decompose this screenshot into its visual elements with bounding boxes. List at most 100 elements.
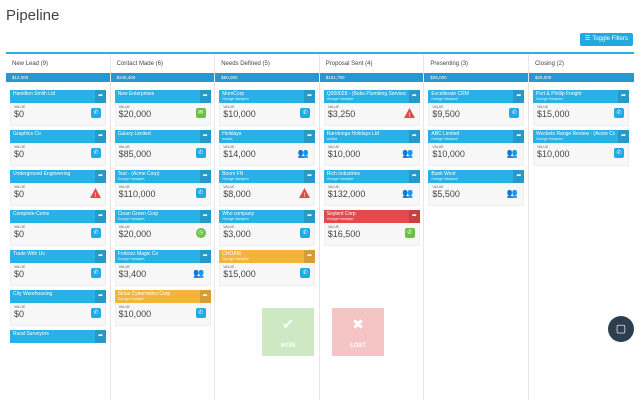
deal-card[interactable]: Sirius Cybernetics Corp George Hampton ➦ VA…: [114, 290, 211, 326]
share-arrow-icon[interactable]: ➦: [513, 90, 525, 103]
card-header[interactable]: Wockets Range Review - (Acme Corp) George…: [532, 130, 629, 143]
share-arrow-icon[interactable]: ➦: [95, 210, 106, 223]
phone-icon[interactable]: ✆: [195, 188, 206, 198]
card-header[interactable]: Q000028 - (Bobs Plumbing Services) George…: [323, 90, 420, 103]
share-arrow-icon[interactable]: ➦: [617, 130, 629, 143]
warning-icon[interactable]: !: [299, 188, 311, 199]
warning-icon[interactable]: !: [403, 108, 415, 119]
phone-icon[interactable]: ✆: [613, 108, 624, 118]
lost-drop-zone[interactable]: ✖ LOST: [332, 308, 384, 356]
share-arrow-icon[interactable]: ➦: [304, 90, 316, 103]
phone-icon[interactable]: ✆: [300, 228, 311, 238]
card-header[interactable]: Excellerate CRM George Hampton ➦: [428, 90, 525, 103]
phone-icon[interactable]: ✆: [91, 308, 101, 318]
deal-card[interactable]: Bank West George Hampton ➦ VALUE $5,500 👥: [428, 170, 525, 206]
card-header[interactable]: Rarotonga Holidays Ltd wodha ➦: [323, 130, 420, 143]
card-header[interactable]: Boom FN George Hampton ➦: [219, 170, 316, 183]
people-icon[interactable]: 👥: [297, 148, 309, 158]
phone-icon[interactable]: ✆: [509, 108, 520, 118]
share-arrow-icon[interactable]: ➦: [304, 130, 316, 143]
share-arrow-icon[interactable]: ➦: [95, 330, 106, 343]
card-header[interactable]: Rich Industries George Hampton ➦: [323, 170, 420, 183]
people-icon[interactable]: 👥: [506, 188, 518, 198]
phone-icon[interactable]: ✆: [613, 148, 624, 158]
share-arrow-icon[interactable]: ➦: [304, 170, 316, 183]
deal-card[interactable]: Clean Green Corp George Hampton ➦ VALUE $20,…: [114, 210, 211, 246]
deal-card[interactable]: Graphics Co ➦ VALUE $0 ✆: [10, 130, 106, 166]
deal-card[interactable]: City Warehousing ➦ VALUE $0 ✆: [10, 290, 106, 326]
deal-card[interactable]: Q000028 - (Bobs Plumbing Services) George…: [323, 90, 420, 126]
deal-card[interactable]: ABC Limited George Hampton ➦ VALUE $10,000 👥: [428, 130, 525, 166]
email-icon[interactable]: ✉: [195, 108, 206, 118]
card-header[interactable]: Clean Green Corp George Hampton ➦: [114, 210, 211, 223]
phone-icon[interactable]: ✆: [91, 108, 101, 118]
card-header[interactable]: Who company George Hampton ➦: [219, 210, 316, 223]
card-header[interactable]: City Warehousing ➦: [10, 290, 106, 303]
deal-card[interactable]: Trade With Us ➦ VALUE $0 ✆: [10, 250, 106, 286]
share-arrow-icon[interactable]: ➦: [199, 170, 211, 183]
card-header[interactable]: Holidays wodha ➦: [219, 130, 316, 143]
deal-card[interactable]: New Enterprises ➦ VALUE $20,000 ✉: [114, 90, 211, 126]
share-arrow-icon[interactable]: ➦: [95, 90, 106, 103]
share-arrow-icon[interactable]: ➦: [95, 290, 106, 303]
card-header[interactable]: New Enterprises ➦: [114, 90, 211, 103]
share-arrow-icon[interactable]: ➦: [199, 90, 211, 103]
deal-card[interactable]: Underground Engineering ➦ VALUE $0!: [10, 170, 106, 206]
people-icon[interactable]: 👥: [402, 148, 414, 158]
share-arrow-icon[interactable]: ➦: [95, 130, 106, 143]
won-drop-zone[interactable]: ✔ WON: [262, 308, 314, 356]
phone-icon[interactable]: ✆: [404, 228, 415, 238]
share-arrow-icon[interactable]: ➦: [199, 250, 211, 263]
people-icon[interactable]: 👥: [192, 268, 205, 278]
deal-card[interactable]: Boom FN George Hampton ➦ VALUE $8,000!: [219, 170, 316, 206]
card-header[interactable]: Hamilton Smith Ltd ➦: [10, 90, 106, 103]
share-arrow-icon[interactable]: ➦: [408, 90, 420, 103]
share-arrow-icon[interactable]: ➦: [304, 250, 316, 263]
card-header[interactable]: Port & Phillip Freight George Hampton ➦: [532, 90, 629, 103]
chat-widget-button[interactable]: ▢: [608, 316, 634, 342]
share-arrow-icon[interactable]: ➦: [408, 170, 420, 183]
toggle-filters-button[interactable]: ☰ Toggle Filters: [579, 33, 633, 46]
card-header[interactable]: Soylent Corp George Hampton ➦: [323, 210, 420, 223]
phone-icon[interactable]: ✆: [91, 228, 101, 238]
card-header[interactable]: MomCorp George Hampton ➦: [219, 90, 316, 103]
deal-card[interactable]: Rarotonga Holidays Ltd wodha ➦ VALUE $10,000…: [323, 130, 420, 166]
deal-card[interactable]: Rich Industries George Hampton ➦ VALUE $132,…: [323, 170, 420, 206]
card-header[interactable]: Underground Engineering ➦: [10, 170, 106, 183]
share-arrow-icon[interactable]: ➦: [408, 130, 420, 143]
phone-icon[interactable]: ✆: [300, 108, 311, 118]
card-header[interactable]: Trade With Us ➦: [10, 250, 106, 263]
deal-card[interactable]: Excellerate CRM George Hampton ➦ VALUE $9,50…: [428, 90, 525, 126]
card-header[interactable]: Sirius Cybernetics Corp George Hampton ➦: [114, 290, 211, 303]
deal-card[interactable]: Who company George Hampton ➦ VALUE $3,000 ✆: [219, 210, 316, 246]
card-header[interactable]: Graphics Co ➦: [10, 130, 106, 143]
card-header[interactable]: ABC Limited George Hampton ➦: [428, 130, 525, 143]
card-header[interactable]: CHOAM George Hampton ➦: [219, 250, 316, 263]
deal-card[interactable]: Wockets Range Review - (Acme Corp) George…: [532, 130, 629, 166]
card-header[interactable]: Galaxy Limited ➦: [114, 130, 211, 143]
share-arrow-icon[interactable]: ➦: [95, 250, 106, 263]
phone-icon[interactable]: ✆: [91, 148, 101, 158]
clock-icon[interactable]: ◷: [195, 228, 206, 238]
deal-card[interactable]: MomCorp George Hampton ➦ VALUE $10,000 ✆: [219, 90, 316, 126]
deal-card[interactable]: Frobozz Magic Co George Hampton ➦ VALUE $3,4…: [114, 250, 211, 286]
share-arrow-icon[interactable]: ➦: [199, 130, 211, 143]
phone-icon[interactable]: ✆: [195, 148, 206, 158]
people-icon[interactable]: 👥: [402, 188, 414, 198]
phone-icon[interactable]: ✆: [300, 268, 311, 278]
deal-card[interactable]: Galaxy Limited ➦ VALUE $85,000 ✆: [114, 130, 211, 166]
deal-card[interactable]: Soylent Corp George Hampton ➦ VALUE $16,500 ✆: [323, 210, 420, 246]
share-arrow-icon[interactable]: ➦: [95, 170, 106, 183]
deal-card[interactable]: Holidays wodha ➦ VALUE $14,000 👥: [219, 130, 316, 166]
share-arrow-icon[interactable]: ➦: [199, 210, 211, 223]
card-header[interactable]: Test - (Acme Corp) George Hampton ➦: [114, 170, 211, 183]
deal-card[interactable]: CHOAM George Hampton ➦ VALUE $15,000 ✆: [219, 250, 316, 286]
deal-card[interactable]: Complete-Coms ➦ VALUE $0 ✆: [10, 210, 106, 246]
people-icon[interactable]: 👥: [506, 148, 518, 158]
card-header[interactable]: Bank West George Hampton ➦: [428, 170, 525, 183]
deal-card[interactable]: Port & Phillip Freight George Hampton ➦ VAL…: [532, 90, 629, 126]
share-arrow-icon[interactable]: ➦: [408, 210, 420, 223]
share-arrow-icon[interactable]: ➦: [513, 130, 525, 143]
warning-icon[interactable]: !: [90, 188, 101, 199]
share-arrow-icon[interactable]: ➦: [199, 290, 211, 303]
